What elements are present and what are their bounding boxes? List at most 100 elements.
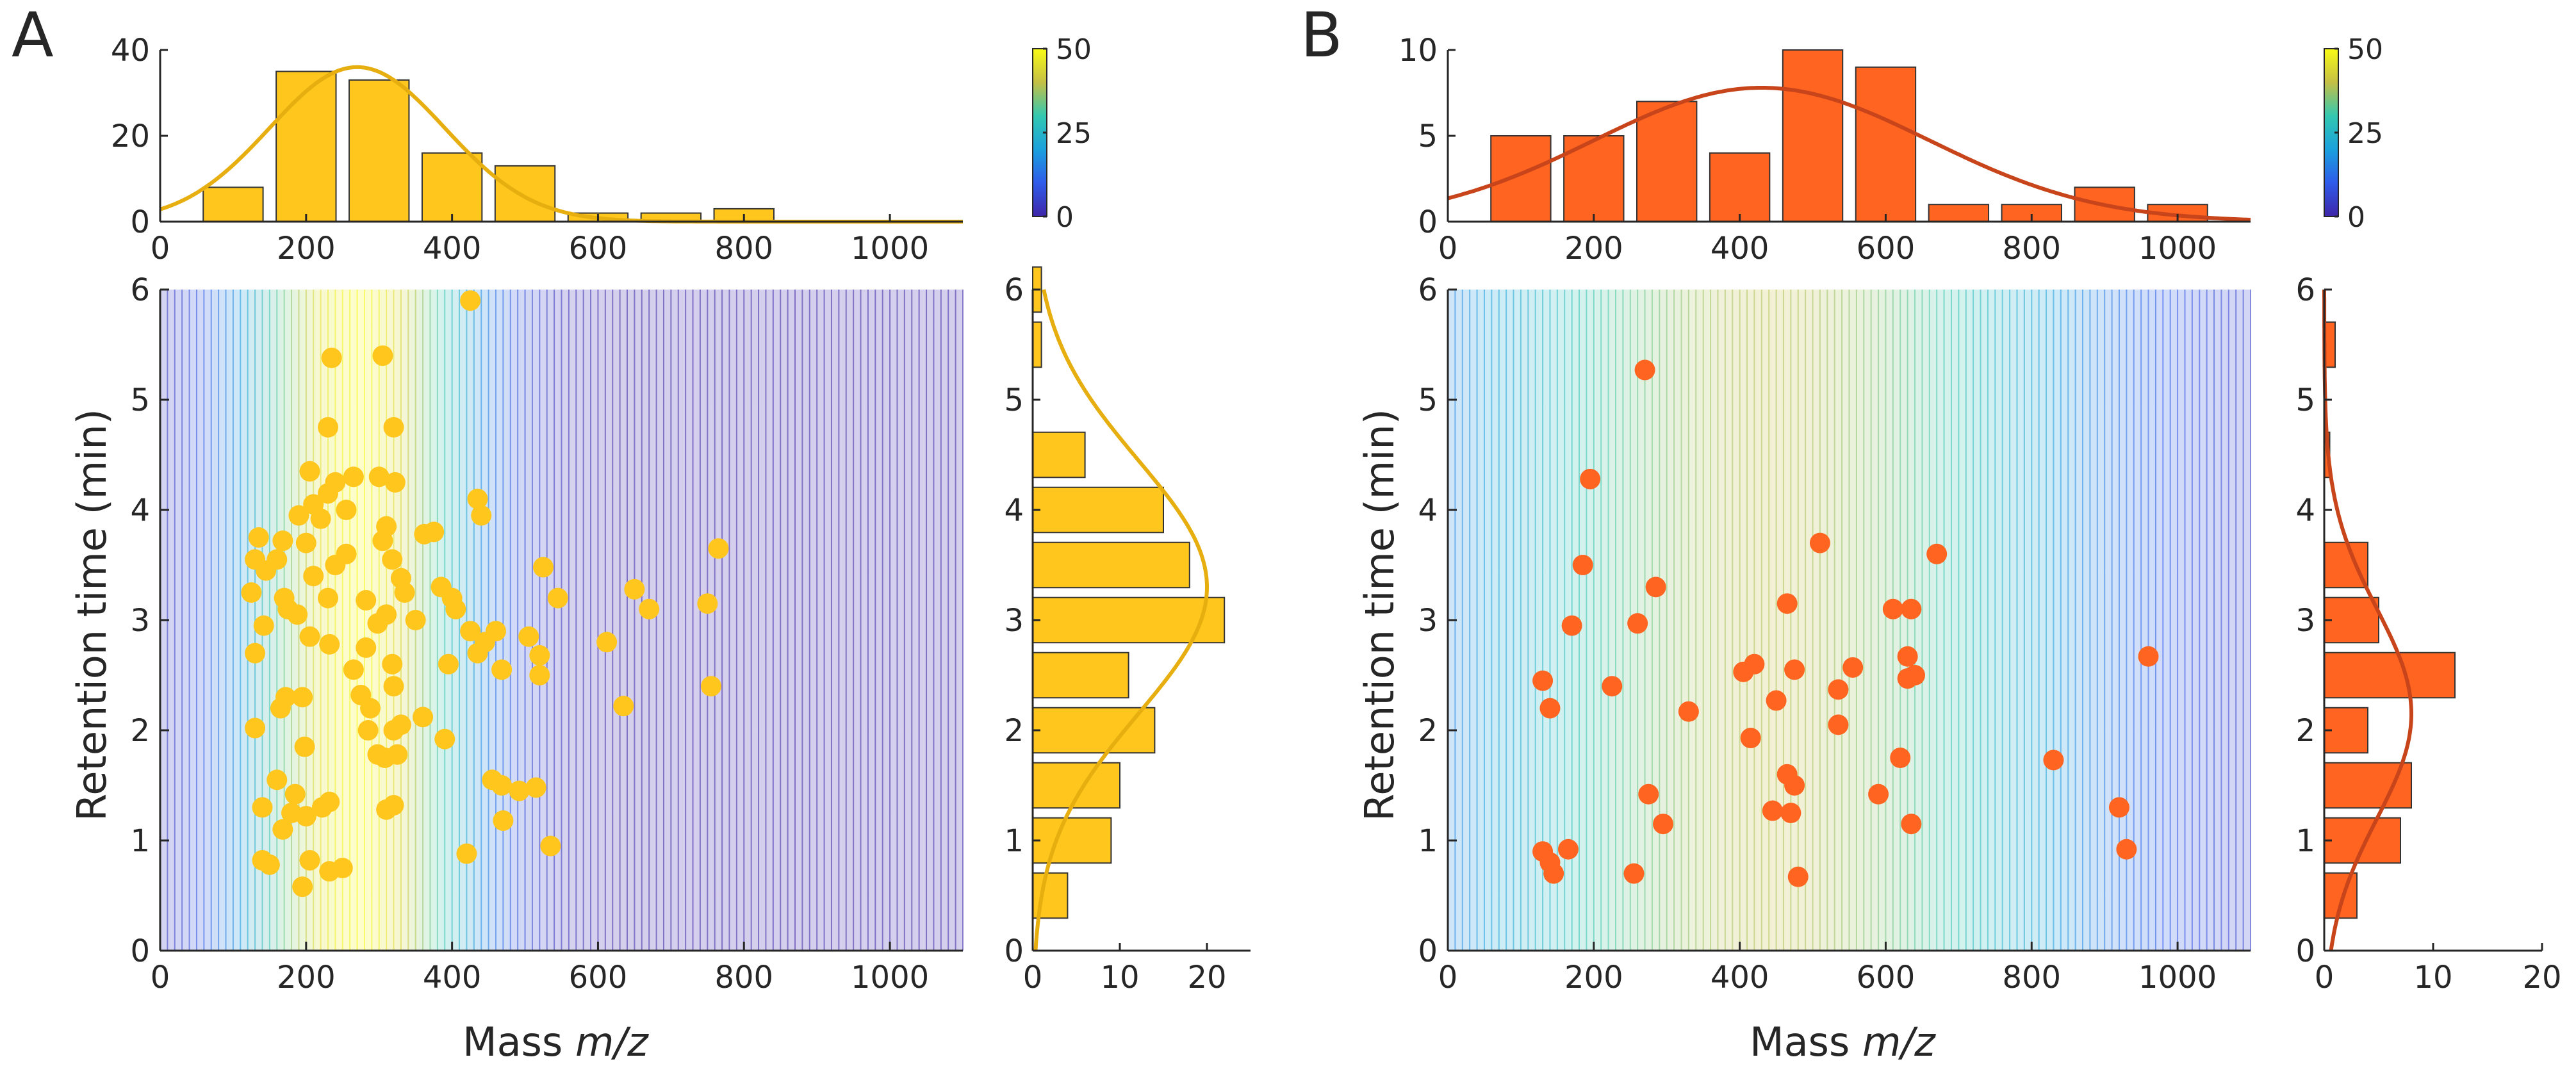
- x-tick-label: 1000: [851, 960, 929, 995]
- data-point: [1634, 359, 1655, 381]
- data-point: [491, 775, 513, 796]
- x-tick-label: 0: [1438, 231, 1458, 266]
- x-tick-label: 200: [1564, 960, 1623, 995]
- data-point: [317, 587, 338, 609]
- data-point: [292, 687, 313, 708]
- data-point: [1901, 814, 1922, 835]
- data-point: [529, 645, 550, 666]
- histogram-bar: [1928, 204, 1990, 223]
- data-point: [1787, 866, 1809, 887]
- histogram-bar: [1709, 152, 1771, 222]
- x-tick-label: 400: [423, 960, 482, 995]
- data-point: [1539, 698, 1561, 719]
- x-axis-label-b: Mass m/z: [1750, 1019, 1936, 1065]
- y-tick-label: 0: [1418, 933, 1438, 969]
- density-surface: [160, 290, 963, 951]
- x-tick-label: 0: [1023, 960, 1043, 995]
- data-point: [460, 290, 481, 311]
- data-point: [525, 777, 546, 798]
- x-tick-label: 1000: [851, 231, 929, 266]
- x-tick-label: 600: [569, 231, 628, 266]
- data-point: [383, 676, 404, 697]
- data-point: [294, 736, 315, 757]
- colorbar-tick-label: 50: [2347, 33, 2383, 66]
- panel-letter-b: B: [1300, 0, 1343, 71]
- y-tick-label: 3: [2295, 603, 2315, 639]
- y-tick-label: 1: [130, 823, 150, 859]
- data-point: [317, 483, 338, 504]
- data-point: [405, 610, 426, 630]
- data-point: [1842, 657, 1864, 678]
- data-point: [372, 345, 393, 366]
- histogram-bar: [1636, 101, 1698, 222]
- axes-a: 0 200 400 600 800 1000 0 1 2 3 4 5 6: [130, 272, 963, 995]
- rt-histogram-b: 0 10 20 0 1 2 3 4 5 6: [2295, 272, 2561, 995]
- data-point: [1784, 659, 1805, 680]
- data-point: [383, 720, 404, 741]
- data-point: [1762, 800, 1783, 821]
- histogram-bar: [1032, 596, 1226, 644]
- y-tick-label: 1: [1004, 823, 1024, 859]
- y-tick-label: 4: [1418, 493, 1438, 528]
- x-tick-label: 0: [2315, 960, 2334, 995]
- data-point: [1897, 646, 1918, 667]
- colorbar-tick-label: 50: [1056, 33, 1092, 66]
- data-point: [1557, 839, 1579, 860]
- x-tick-label: 600: [1857, 960, 1916, 995]
- data-point: [303, 566, 324, 587]
- data-point: [1740, 728, 1761, 749]
- data-point: [624, 578, 645, 600]
- x-tick-label: 1000: [2138, 231, 2217, 266]
- data-point: [295, 806, 316, 827]
- data-point: [1780, 803, 1801, 823]
- colorbar-tick-label: 25: [2347, 117, 2383, 150]
- histogram-bar: [275, 70, 337, 222]
- data-point: [372, 530, 393, 552]
- histogram-bar: [1032, 321, 1042, 368]
- data-point: [383, 794, 404, 815]
- data-point: [245, 717, 266, 739]
- data-point: [1901, 598, 1922, 619]
- data-point: [639, 598, 660, 619]
- histogram-bar: [1032, 651, 1129, 699]
- x-tick-label: 600: [569, 960, 628, 995]
- data-point: [529, 665, 550, 685]
- data-point: [356, 637, 377, 658]
- data-point: [270, 698, 291, 719]
- scatter-points-a: [241, 290, 729, 897]
- histogram-bar: [2324, 817, 2401, 864]
- y-tick-label: 0: [130, 933, 150, 969]
- data-point: [272, 819, 293, 840]
- data-point: [336, 500, 357, 520]
- y-tick-label: 0: [1004, 933, 1024, 969]
- y-tick-label: 2: [2295, 713, 2315, 749]
- y-tick-label: 4: [1004, 493, 1024, 528]
- x-tick-label: 0: [151, 231, 170, 266]
- histogram-bar: [349, 79, 410, 223]
- x-tick-label: 800: [2002, 231, 2061, 266]
- colorbar-tick-label: 0: [2347, 201, 2365, 234]
- data-point: [383, 417, 404, 438]
- y-tick-label: 3: [130, 603, 150, 639]
- data-point: [299, 849, 320, 871]
- x-tick-label: 1000: [2138, 960, 2217, 995]
- mz-histogram-b: 0 200 400 600 800 1000 0 5 10: [1399, 33, 2251, 266]
- x-tick-label: 20: [1187, 960, 1226, 995]
- colorbar-tick-label: 25: [1056, 117, 1092, 150]
- histogram-bar: [1782, 49, 1844, 222]
- x-tick-label: 10: [1100, 960, 1139, 995]
- data-point: [445, 598, 466, 619]
- data-point: [1828, 679, 1849, 700]
- data-point: [547, 587, 568, 609]
- data-point: [321, 347, 342, 368]
- y-tick-label: 10: [1399, 33, 1438, 69]
- data-point: [1623, 863, 1645, 884]
- data-point: [284, 783, 306, 805]
- data-point: [1561, 615, 1582, 636]
- data-point: [1868, 783, 1889, 805]
- data-point: [317, 417, 338, 438]
- colorbar-a: 0 25 50: [1032, 33, 1092, 234]
- y-tick-label: 0: [130, 204, 150, 240]
